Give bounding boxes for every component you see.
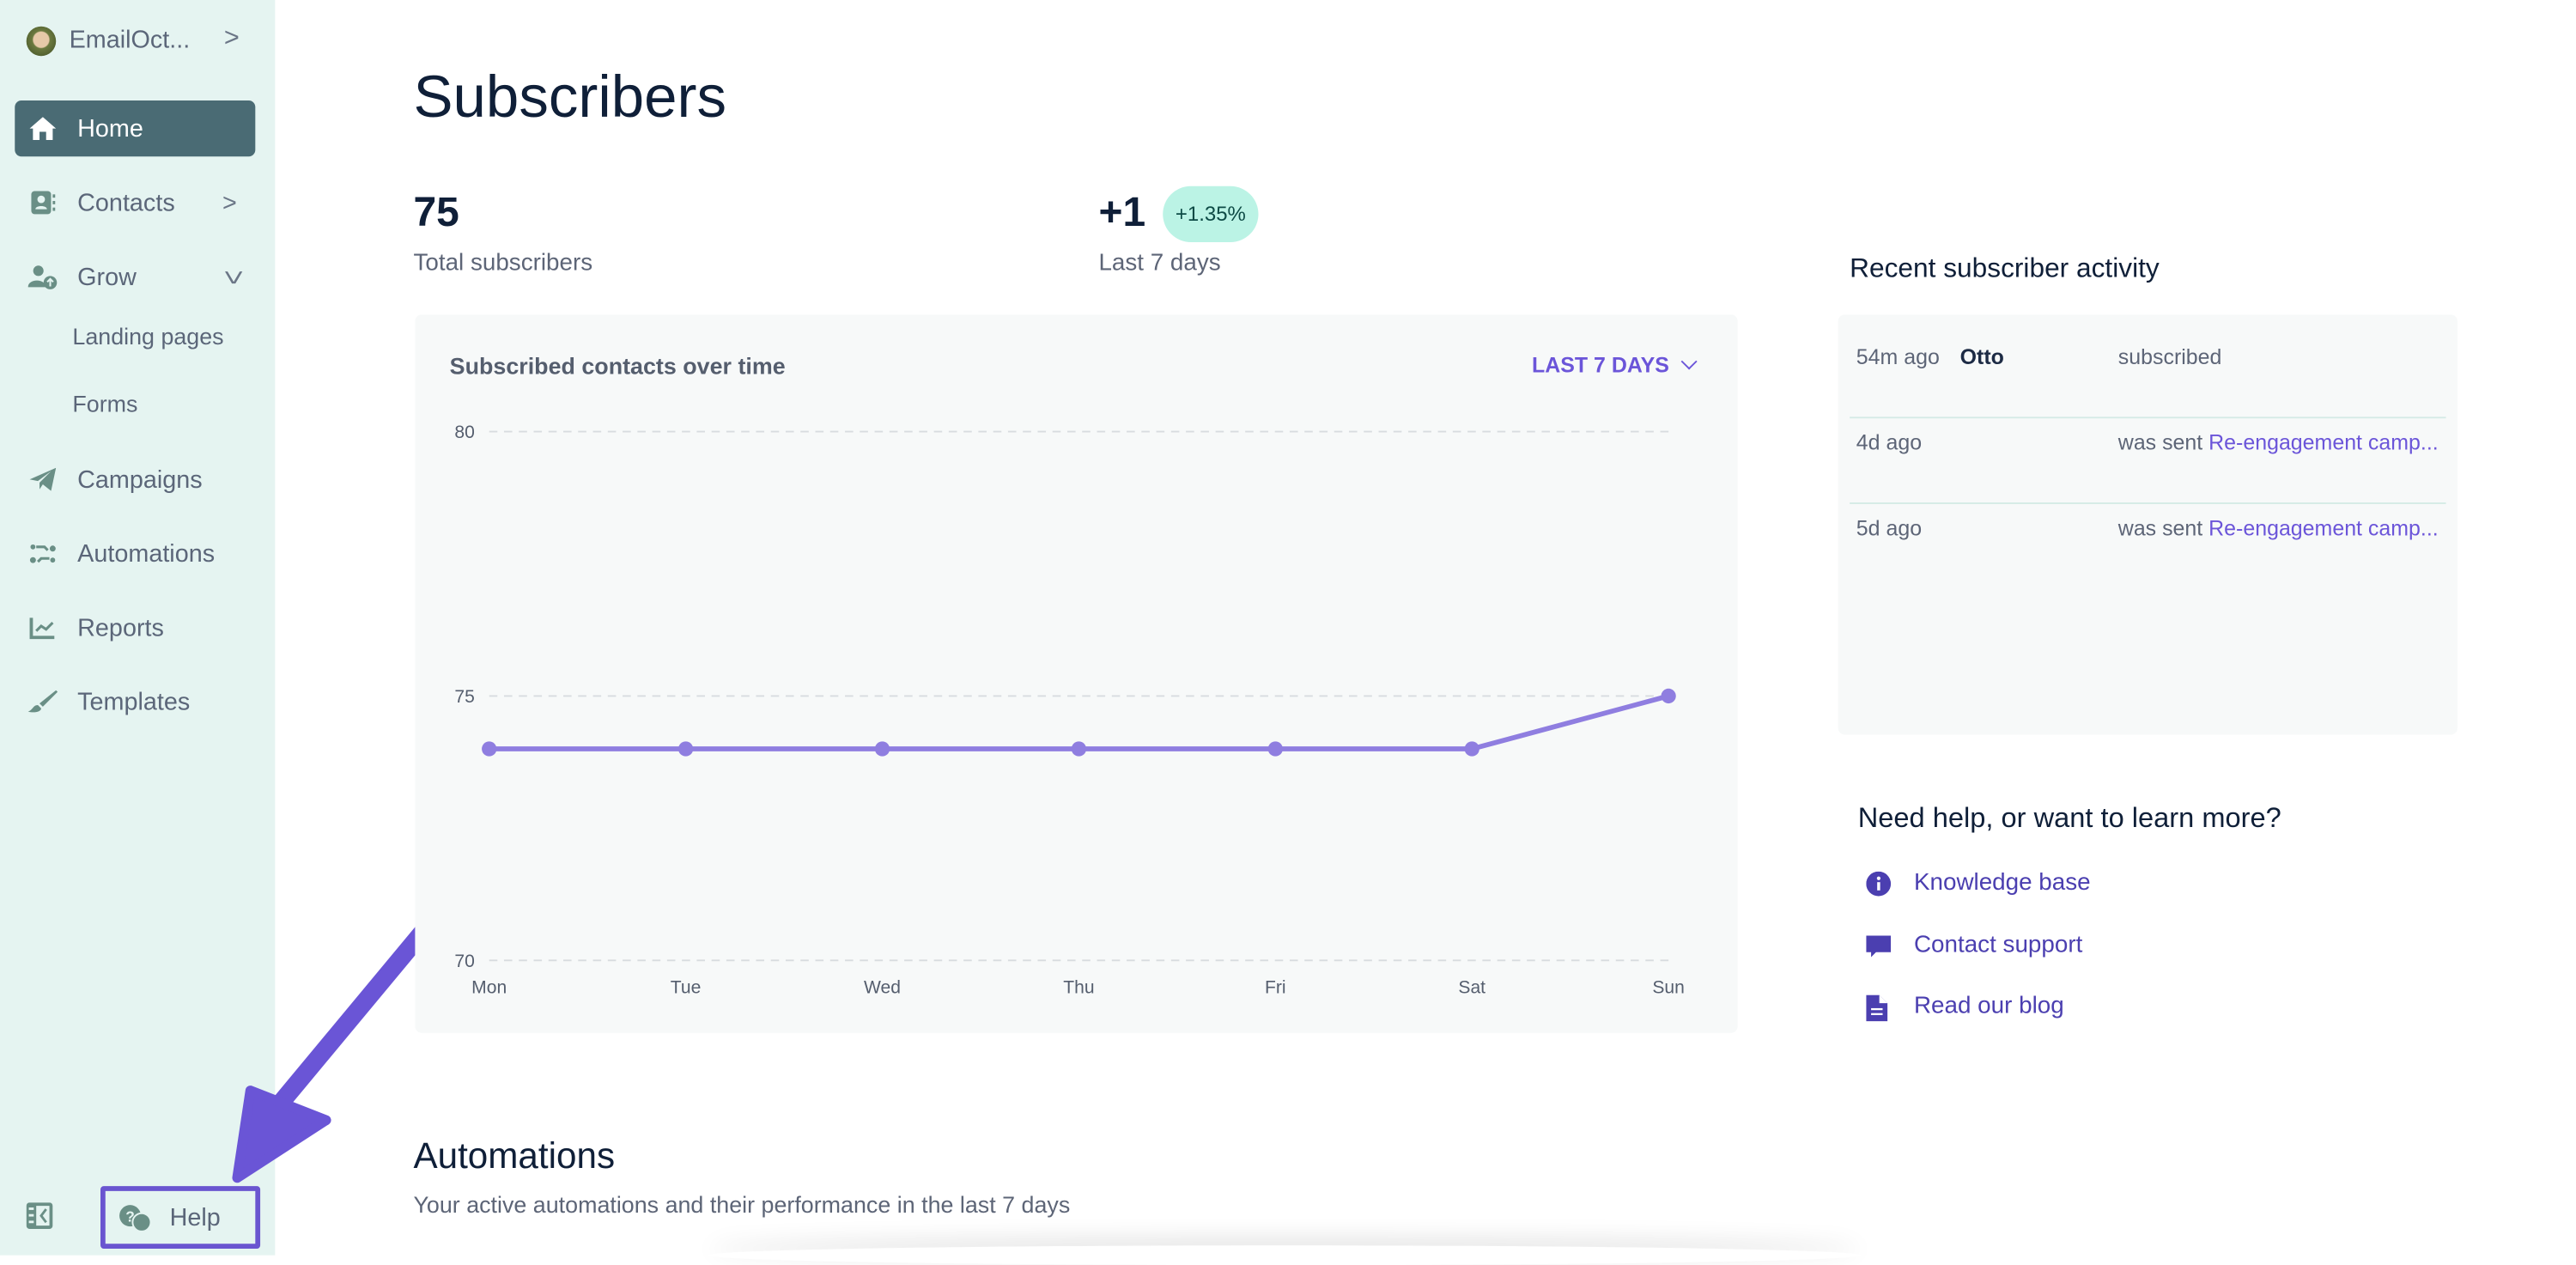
sidebar-item-grow[interactable]: Grow > bbox=[15, 249, 255, 305]
sidebar-item-home[interactable]: Home bbox=[15, 100, 256, 157]
reports-icon bbox=[28, 613, 58, 643]
collapse-sidebar-icon[interactable] bbox=[26, 1202, 53, 1237]
campaign-link[interactable]: Re-engagement camp... bbox=[2208, 515, 2439, 541]
document-icon bbox=[1866, 994, 1888, 1030]
activity-action: was sent Re-engagement camp... bbox=[2118, 515, 2439, 540]
chat-icon bbox=[1866, 934, 1892, 966]
sidebar-item-landing-pages[interactable]: Landing pages bbox=[72, 322, 224, 350]
activity-row: 5d ago was sent Re-engagement camp... bbox=[1850, 506, 2445, 588]
activity-action: subscribed bbox=[2118, 344, 2222, 369]
total-subscribers-value: 75 bbox=[413, 189, 459, 236]
sidebar-item-automations[interactable]: Automations bbox=[15, 526, 255, 581]
x-tick-label: Tue bbox=[671, 978, 702, 998]
sidebar-item-label: Grow bbox=[77, 262, 137, 291]
subscriber-change-value: +1 bbox=[1098, 189, 1146, 236]
data-point[interactable] bbox=[1071, 741, 1087, 757]
account-name: EmailOct... bbox=[69, 26, 191, 55]
sidebar-item-label: Home bbox=[77, 114, 143, 143]
line-chart: 70 75 80 Mon Tue Wed Thu Fri Sat Sun bbox=[454, 423, 1685, 998]
activity-time: 5d ago bbox=[1856, 515, 1923, 541]
series-line bbox=[489, 693, 1669, 751]
x-tick-label: Wed bbox=[864, 978, 901, 998]
change-period-label: Last 7 days bbox=[1098, 250, 1221, 277]
y-tick-label: 80 bbox=[454, 423, 474, 442]
sidebar-item-forms[interactable]: Forms bbox=[72, 390, 138, 417]
sidebar-item-label: Campaigns bbox=[77, 465, 203, 494]
help-chat-icon: ? bbox=[118, 1204, 152, 1240]
help-link-label: Read our blog bbox=[1913, 993, 2064, 1020]
y-tick-label: 70 bbox=[454, 952, 474, 971]
activity-row: 54m ago Otto subscribed bbox=[1850, 334, 2446, 419]
activity-row: 4d ago was sent Re-engagement camp... bbox=[1850, 420, 2446, 504]
page-title: Subscribers bbox=[413, 62, 727, 131]
x-tick-label: Sun bbox=[1652, 978, 1685, 998]
chevron-right-icon: > bbox=[222, 188, 237, 217]
x-tick-label: Mon bbox=[471, 978, 507, 998]
change-percent-badge: +1.35% bbox=[1163, 185, 1259, 242]
y-tick-label: 75 bbox=[454, 687, 474, 707]
home-icon bbox=[28, 113, 58, 143]
data-point[interactable] bbox=[482, 741, 497, 757]
activity-action-text: was sent bbox=[2117, 429, 2209, 455]
chevron-right-icon: > bbox=[223, 24, 240, 53]
sidebar-item-templates[interactable]: Templates bbox=[15, 674, 255, 730]
date-range-dropdown[interactable]: LAST 7 DAYS bbox=[1532, 352, 1698, 378]
automations-subtitle: Your active automations and their perfor… bbox=[413, 1190, 1071, 1218]
sidebar-item-campaigns[interactable]: Campaigns bbox=[15, 452, 255, 508]
sidebar: EmailOct... > Home Contacts > Grow > Lan… bbox=[0, 0, 276, 1256]
data-point[interactable] bbox=[677, 741, 694, 757]
activity-action-text: was sent bbox=[2117, 515, 2209, 541]
activity-action-text: subscribed bbox=[2117, 344, 2222, 369]
help-button[interactable]: ? Help bbox=[100, 1186, 261, 1249]
help-section-title: Need help, or want to learn more? bbox=[1857, 802, 2281, 834]
x-tick-label: Fri bbox=[1265, 978, 1286, 998]
paper-plane-icon bbox=[28, 465, 58, 495]
svg-text:?: ? bbox=[125, 1207, 135, 1225]
activity-title: Recent subscriber activity bbox=[1850, 253, 2160, 283]
chart-title: Subscribed contacts over time bbox=[449, 352, 786, 380]
activity-time: 4d ago bbox=[1856, 429, 1923, 455]
automations-title: Automations bbox=[413, 1134, 616, 1177]
data-point[interactable] bbox=[1464, 741, 1479, 757]
date-range-label: LAST 7 DAYS bbox=[1532, 352, 1669, 378]
chevron-down-icon: > bbox=[213, 269, 253, 284]
sidebar-item-label: Reports bbox=[77, 613, 164, 642]
data-point[interactable] bbox=[874, 741, 890, 757]
x-tick-label: Sat bbox=[1458, 978, 1485, 998]
data-point[interactable] bbox=[1267, 741, 1283, 757]
data-point[interactable] bbox=[1661, 688, 1676, 704]
automations-icon bbox=[28, 538, 58, 569]
automations-card-edge bbox=[708, 1245, 1862, 1265]
activity-card: 54m ago Otto subscribed 4d ago was sent … bbox=[1838, 314, 2458, 735]
activity-action: was sent Re-engagement camp... bbox=[2118, 430, 2439, 455]
chart-card: Subscribed contacts over time LAST 7 DAY… bbox=[415, 314, 1738, 1033]
sidebar-item-label: Automations bbox=[77, 539, 216, 568]
account-switcher[interactable]: EmailOct... > bbox=[26, 24, 258, 58]
total-subscribers-label: Total subscribers bbox=[413, 250, 593, 277]
help-link-label: Contact support bbox=[1913, 931, 2083, 958]
brush-icon bbox=[27, 687, 58, 717]
campaign-link[interactable]: Re-engagement camp... bbox=[2208, 429, 2439, 455]
sidebar-item-contacts[interactable]: Contacts > bbox=[15, 174, 255, 230]
help-link-label: Knowledge base bbox=[1913, 869, 2091, 897]
activity-time: 54m ago bbox=[1856, 344, 1940, 369]
x-tick-label: Thu bbox=[1063, 978, 1094, 998]
help-link-knowledge-base[interactable]: Knowledge base bbox=[1864, 868, 2194, 901]
activity-contact-name[interactable]: Otto bbox=[1959, 344, 2004, 369]
help-label: Help bbox=[169, 1204, 221, 1232]
avatar bbox=[26, 26, 57, 57]
grow-icon bbox=[27, 262, 58, 292]
sidebar-item-label: Contacts bbox=[77, 188, 175, 217]
help-link-contact-support[interactable]: Contact support bbox=[1864, 930, 2194, 963]
info-icon bbox=[1866, 871, 1892, 904]
help-link-read-our-blog[interactable]: Read our blog bbox=[1864, 992, 2194, 1025]
contacts-icon bbox=[28, 188, 58, 218]
sidebar-item-label: Templates bbox=[77, 687, 191, 716]
sidebar-item-reports[interactable]: Reports bbox=[15, 599, 255, 655]
